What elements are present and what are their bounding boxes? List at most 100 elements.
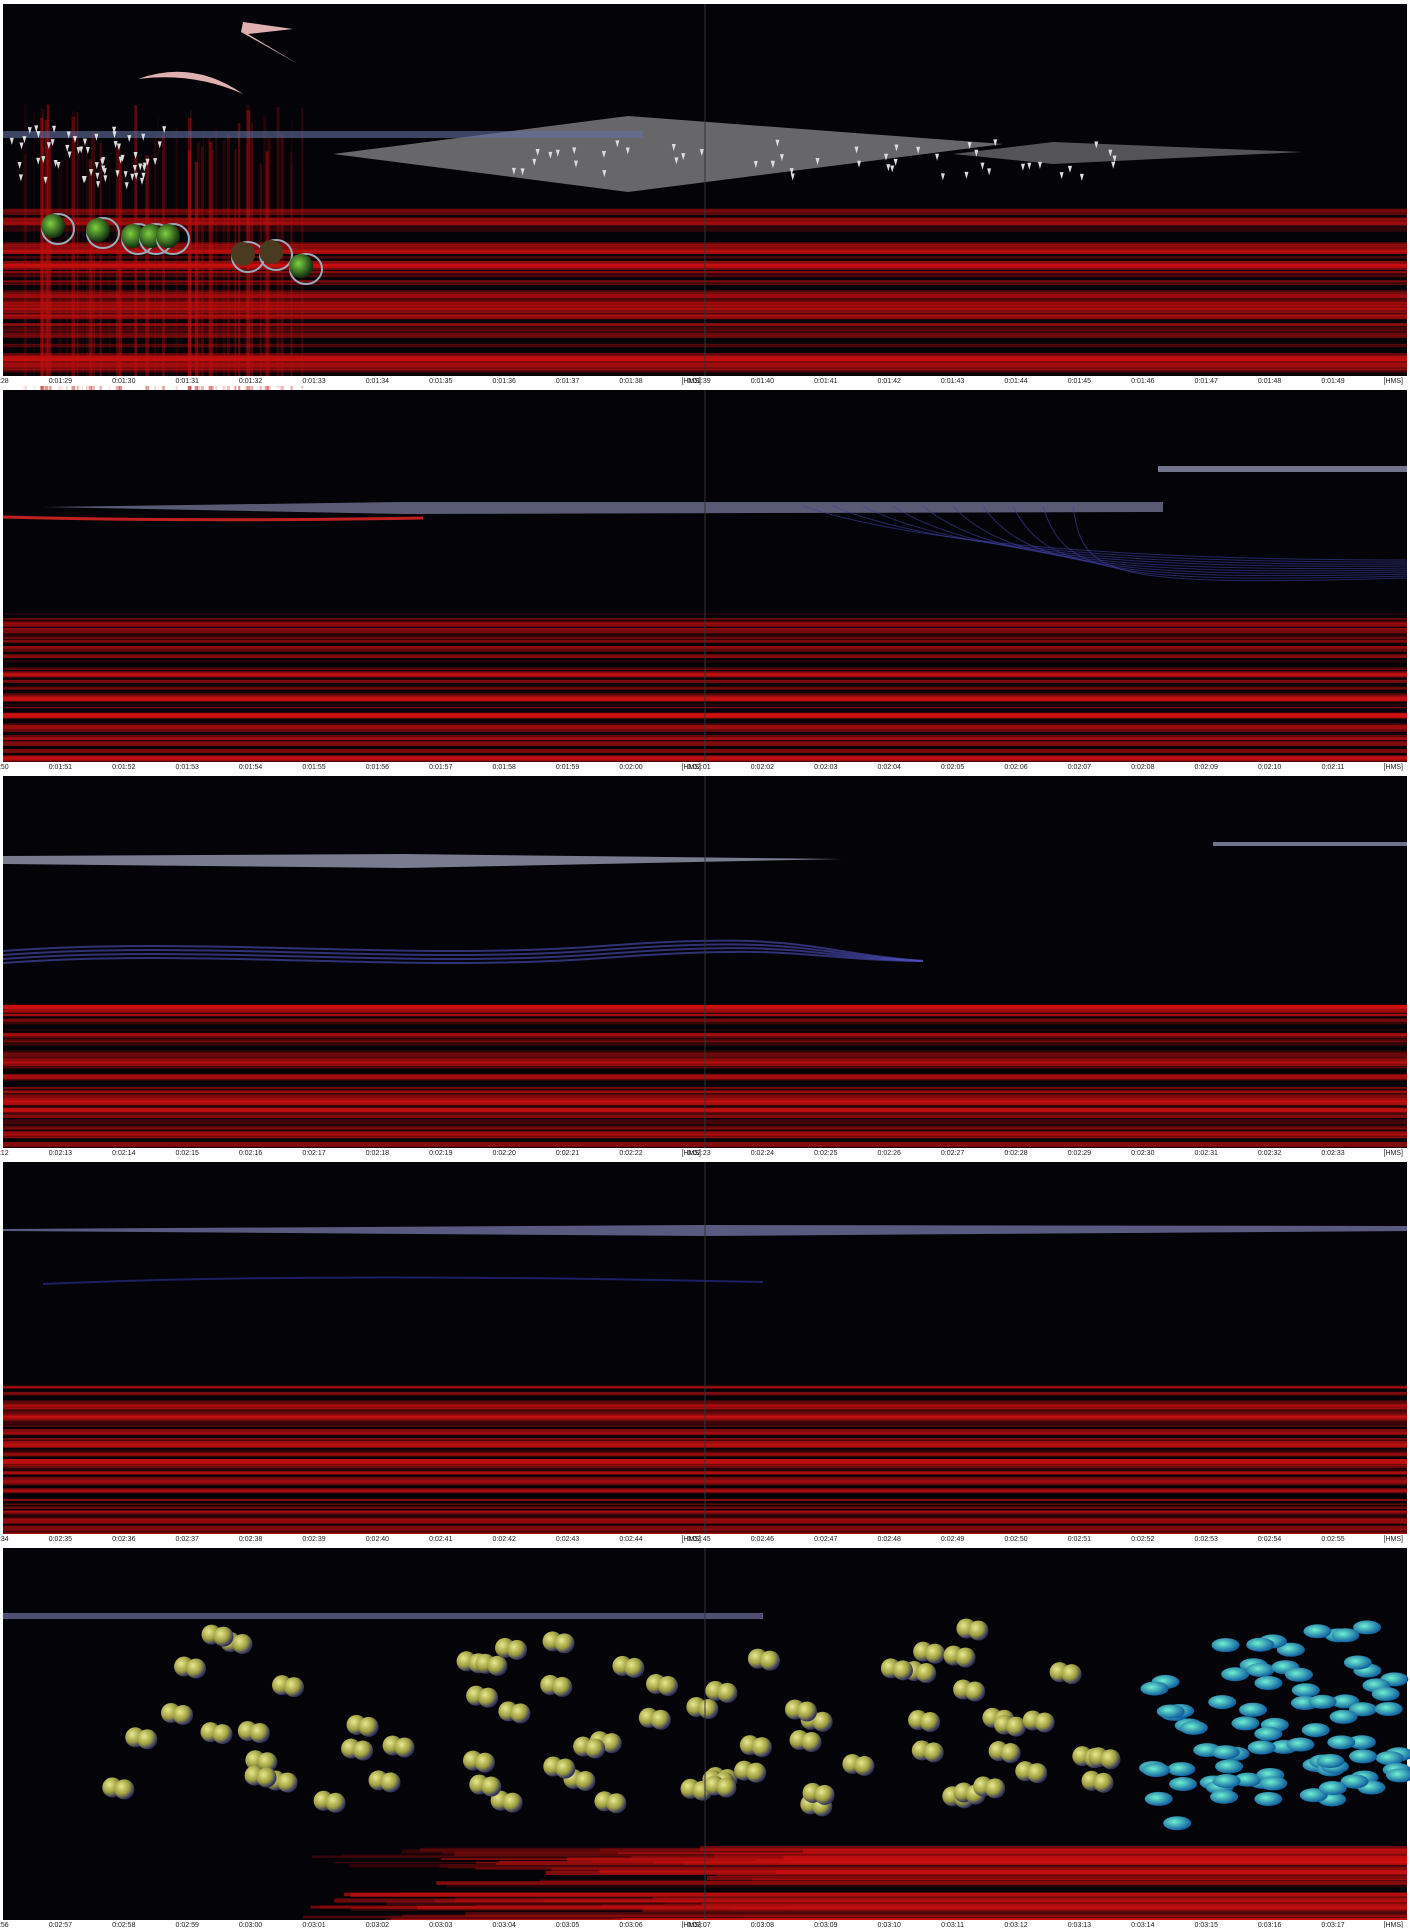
arrowhead [123, 171, 128, 179]
vertical-streak [40, 117, 44, 398]
vertical-streak [211, 150, 214, 431]
cyan-disc [1259, 1776, 1288, 1791]
spectral-band [334, 1898, 1407, 1903]
arrowhead [34, 125, 39, 133]
arrowhead [532, 158, 537, 166]
cyan-disc [1231, 1716, 1260, 1731]
sphere [507, 1639, 528, 1660]
cyan-disc [1142, 1763, 1171, 1778]
spectral-band [701, 1903, 1407, 1906]
time-tick-label: 0:02:54 [1258, 1536, 1281, 1543]
time-tick-label: 0:02:40 [366, 1536, 389, 1543]
spectral-band [310, 1905, 1407, 1909]
arrowhead [993, 139, 998, 147]
vertical-streak [234, 149, 237, 430]
time-tick-label: 0:02:22 [619, 1150, 642, 1157]
time-tick-label: 0:03:01 [302, 1922, 325, 1928]
cyan-disc [1179, 1720, 1208, 1735]
sphere [916, 1663, 937, 1684]
spectral-band [539, 1879, 1407, 1882]
cyan-disc [1247, 1740, 1276, 1755]
arrowhead [65, 144, 70, 152]
vertical-streak [33, 112, 35, 393]
time-tick-label: 0:02:18 [366, 1150, 389, 1157]
arrowhead [1094, 141, 1099, 149]
cyan-disc [1169, 1777, 1198, 1792]
arrowhead [82, 138, 87, 146]
cyan-disc [1144, 1791, 1173, 1806]
cyan-disc [1163, 1816, 1192, 1831]
arrowhead [854, 146, 859, 154]
vertical-streak [196, 141, 201, 422]
time-tick-label: 0:01:32 [239, 378, 262, 385]
spectral-band [652, 1897, 1407, 1900]
time-tick-label: 0:02:51 [1068, 1536, 1091, 1543]
vertical-streak [215, 130, 218, 411]
arrowhead [884, 153, 889, 161]
axis-unit: [HMS] [682, 378, 702, 385]
sphere [814, 1784, 835, 1805]
vertical-streak [145, 155, 150, 436]
spectral-band [475, 1867, 1407, 1870]
vertical-streak [76, 112, 79, 393]
time-tick-label: 0:02:11 [1322, 764, 1345, 771]
vertical-streak [280, 134, 284, 415]
spectral-band [417, 1905, 1407, 1910]
time-tick-label: 0:01:43 [941, 378, 964, 385]
sphere [751, 1737, 772, 1758]
vertical-streak [46, 104, 50, 385]
panel: 0:01:28 0:01:29 0:01:30 0:01:31 0:01:32 0:01:… [0, 4, 1407, 444]
spectral-band [401, 1849, 1407, 1854]
vertical-streak [65, 159, 69, 440]
grey-band [1213, 842, 1407, 846]
blue-curve [2, 950, 924, 964]
vertical-streak [91, 131, 96, 412]
arrowhead [1079, 173, 1084, 181]
time-tick-label: 0:02:46 [751, 1536, 774, 1543]
cyan-disc [1343, 1655, 1372, 1670]
arrowhead [857, 160, 862, 168]
spectral-band [707, 1875, 1407, 1880]
time-tick-label: 0:02:01 [687, 764, 710, 771]
panel: 0:01:50 0:01:51 0:01:52 0:01:53 0:01:54 0:01:… [0, 390, 1408, 772]
time-tick-label: 0:01:30 [112, 378, 135, 385]
sphere [212, 1724, 233, 1745]
vertical-streak [23, 154, 28, 435]
vertical-streak [41, 108, 44, 389]
spectral-band [303, 1915, 1407, 1919]
vertical-streak [290, 151, 293, 432]
vertical-streak [190, 110, 192, 391]
time-tick-label: 0:02:50 [1004, 1536, 1027, 1543]
time-tick-label: 0:02:41 [429, 1536, 452, 1543]
vertical-streak [88, 159, 92, 440]
sphere [186, 1658, 207, 1679]
arrowhead [95, 172, 100, 180]
spectral-band [729, 1907, 1407, 1910]
time-tick-label: 0:02:09 [1195, 764, 1218, 771]
arrowhead [100, 158, 105, 166]
time-tick-label: 0:01:42 [878, 378, 901, 385]
spectral-band [341, 1854, 1408, 1857]
time-tick-label: 0:01:56 [366, 764, 389, 771]
vertical-streak [44, 119, 49, 400]
axis-unit: [HMS] [1384, 378, 1404, 385]
sphere [249, 1723, 270, 1744]
arrowhead [615, 140, 620, 148]
arrowhead [145, 158, 150, 166]
spectral-band [631, 1856, 1407, 1859]
arrowhead [22, 136, 27, 144]
arrowhead [79, 146, 84, 154]
sphere [213, 1626, 234, 1647]
time-tick-label: 0:02:49 [941, 1536, 964, 1543]
sphere [746, 1762, 767, 1783]
time-tick-label: 0:03:09 [814, 1922, 837, 1928]
sphere [1061, 1664, 1082, 1685]
arrowhead [89, 169, 94, 177]
sphere [1006, 1716, 1027, 1737]
cyan-disc [1348, 1702, 1377, 1717]
arrowhead [134, 172, 139, 180]
arrowhead [56, 162, 61, 170]
time-tick-label: 0:02:27 [941, 1150, 964, 1157]
arrowhead [980, 162, 985, 170]
